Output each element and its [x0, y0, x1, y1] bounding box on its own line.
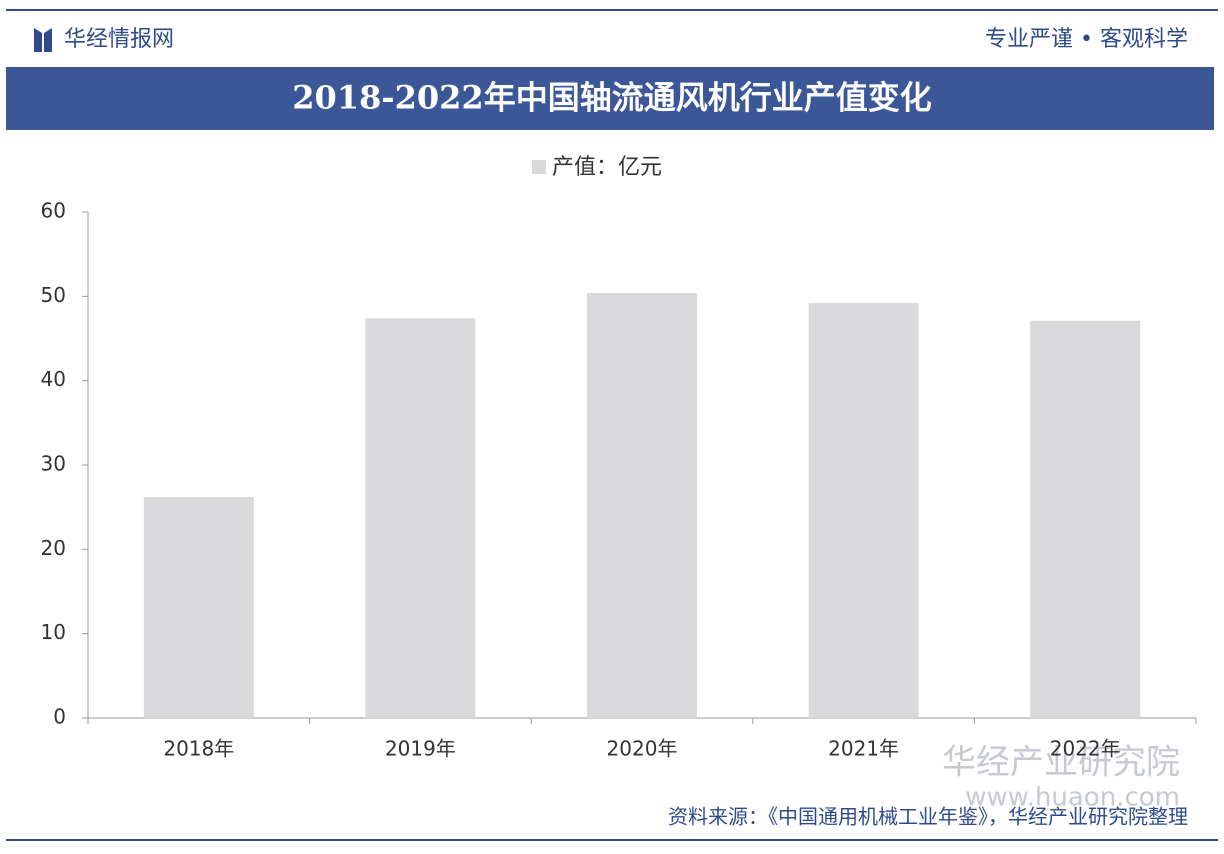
bar [365, 318, 476, 718]
x-tick-label: 2020年 [607, 737, 678, 761]
x-tick-label: 2021年 [828, 737, 899, 761]
title-banner [6, 67, 1214, 130]
brand: 华经情报网 [64, 27, 174, 52]
bar [587, 292, 697, 718]
x-tick-label: 2018年 [163, 737, 234, 761]
watermark-name: 华经产业研究院 [942, 743, 1180, 783]
y-tick-label: 60 [41, 199, 66, 223]
y-tick-label: 50 [41, 283, 66, 307]
bar [1030, 320, 1141, 718]
bar [143, 497, 254, 718]
y-tick-label: 40 [41, 367, 66, 391]
brand-logo [34, 28, 52, 52]
y-tick-label: 30 [41, 452, 66, 476]
source: 资料来源：《中国通用机械工业年鉴》，华经产业研究院整理 [668, 805, 1188, 829]
x-tick-label: 2019年 [385, 737, 456, 761]
chart-title: 2018-2022年中国轴流通风机行业产值变化 [292, 79, 931, 117]
legend-label: 产值：亿元 [552, 155, 662, 180]
y-tick-label: 20 [41, 536, 66, 560]
watermark-url: www.huaon.com [965, 783, 1180, 813]
bar [808, 303, 919, 718]
y-tick-label: 0 [53, 705, 66, 729]
y-tick-label: 10 [41, 620, 66, 644]
legend-swatch [532, 160, 546, 174]
x-tick-label: 2022年 [1050, 737, 1121, 761]
slogan: 专业严谨 • 客观科学 [985, 27, 1188, 52]
